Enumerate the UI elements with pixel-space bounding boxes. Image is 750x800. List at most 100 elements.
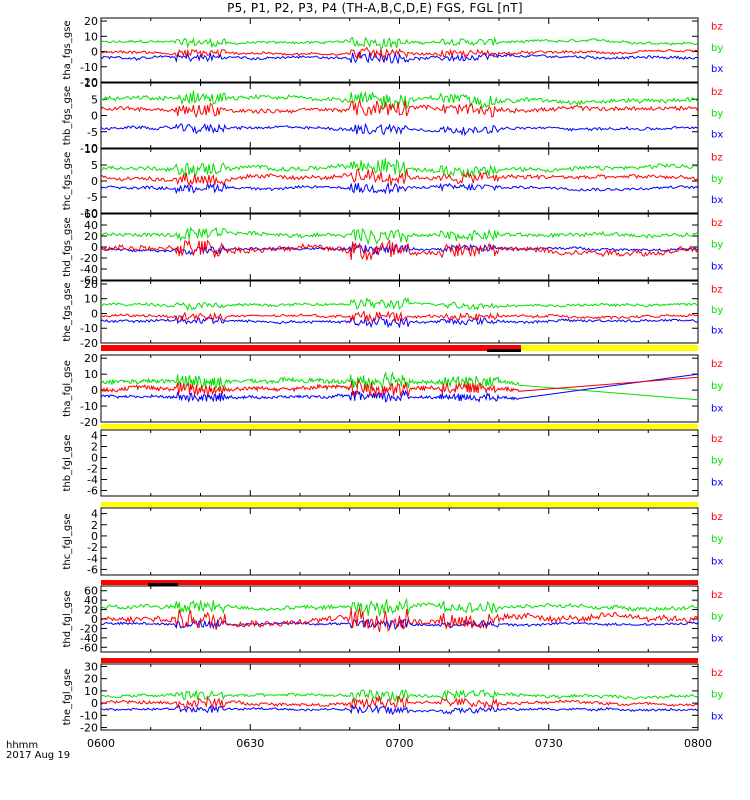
y-tick-label: -10 <box>80 142 98 155</box>
legend-bz: bz <box>711 668 723 679</box>
panel-frame <box>100 429 699 497</box>
y-tick-label: -4 <box>87 552 98 565</box>
y-tick-label: 10 <box>84 77 98 90</box>
status-flag-bar <box>101 345 521 351</box>
legend-by: by <box>711 456 723 467</box>
y-tick-label: -10 <box>80 207 98 220</box>
y-tick-label: -20 <box>80 722 98 735</box>
y-tick-label: 5 <box>91 93 98 106</box>
panel-y-label: thc_fgs_gse <box>62 152 73 211</box>
status-flag-marker <box>487 349 521 352</box>
y-tick-label: 0 <box>91 452 98 465</box>
panel-frame <box>100 82 699 149</box>
series-line-by <box>100 597 699 616</box>
y-tick-label: 20 <box>84 230 98 243</box>
legend-by: by <box>711 43 723 54</box>
legend-by: by <box>711 381 723 392</box>
y-tick-label: 20 <box>84 15 98 28</box>
series-line-bz <box>100 46 699 61</box>
legend-bx: bx <box>711 556 723 567</box>
y-tick-label: -40 <box>80 632 98 645</box>
panel-frame <box>100 507 699 576</box>
y-tick-label: 5 <box>91 159 98 172</box>
y-tick-label: -10 <box>80 400 98 413</box>
legend-bx: bx <box>711 195 723 206</box>
legend-bz: bz <box>711 359 723 370</box>
y-tick-label: 2 <box>91 441 98 454</box>
series-line-by <box>100 90 699 110</box>
series-line-by <box>100 371 699 401</box>
panel-frame <box>100 280 699 344</box>
y-tick-label: 10 <box>84 293 98 306</box>
status-flag-bar <box>101 502 698 507</box>
status-flag-bar <box>101 658 698 663</box>
y-tick-label: 0 <box>91 384 98 397</box>
series-line-by <box>100 36 699 50</box>
y-tick-label: -4 <box>87 474 98 487</box>
y-tick-label: 4 <box>91 508 98 521</box>
series-line-by <box>100 688 699 704</box>
y-tick-label: -5 <box>87 126 98 139</box>
legend-bx: bx <box>711 64 723 75</box>
legend-bz: bz <box>711 512 723 523</box>
x-tick-label: 0800 <box>684 737 712 750</box>
x-tick-label: 0600 <box>87 737 115 750</box>
legend-bx: bx <box>711 711 723 722</box>
y-tick-label: 40 <box>84 594 98 607</box>
y-tick-label: -2 <box>87 541 98 554</box>
series-line-bz <box>100 239 699 261</box>
legend-bx: bx <box>711 403 723 414</box>
legend-bx: bx <box>711 261 723 272</box>
series-line-bx <box>100 242 699 256</box>
series-line-bx <box>100 618 699 631</box>
panel-y-label: thc_fgl_gse <box>62 513 73 569</box>
legend-bz: bz <box>711 218 723 229</box>
panel-y-label: tha_fgl_gse <box>62 360 73 417</box>
y-tick-label: -10 <box>80 709 98 722</box>
status-flag-marker <box>148 583 178 586</box>
y-tick-label: 10 <box>84 368 98 381</box>
series-line-bx <box>100 50 699 64</box>
panel-y-label: tha_fgs_gse <box>62 20 73 79</box>
legend-by: by <box>711 108 723 119</box>
series-line-bz <box>100 607 699 633</box>
legend-by: by <box>711 612 723 623</box>
y-tick-label: 30 <box>84 660 98 673</box>
time-format-label: hhmm <box>6 740 39 751</box>
y-tick-label: 0 <box>91 613 98 626</box>
series-line-bz <box>100 309 699 323</box>
legend-bz: bz <box>711 153 723 164</box>
legend-by: by <box>711 305 723 316</box>
panel-y-label: the_fgl_gse <box>62 669 73 726</box>
chart-title: P5, P1, P2, P3, P4 (TH-A,B,C,D,E) FGS, F… <box>227 1 523 15</box>
y-tick-label: -40 <box>80 263 98 276</box>
legend-bz: bz <box>711 590 723 601</box>
y-tick-label: 10 <box>84 143 98 156</box>
y-tick-label: 60 <box>84 208 98 221</box>
y-tick-label: 0 <box>91 697 98 710</box>
status-flag-bar <box>101 580 698 585</box>
y-tick-label: -10 <box>80 61 98 74</box>
legend-bz: bz <box>711 434 723 445</box>
y-tick-label: -20 <box>80 252 98 265</box>
legend-bx: bx <box>711 130 723 141</box>
panel-y-label: thb_fgs_gse <box>62 86 73 145</box>
y-tick-label: -5 <box>87 191 98 204</box>
y-tick-label: 10 <box>84 30 98 43</box>
series-line-bx <box>100 704 699 716</box>
y-tick-label: 0 <box>91 46 98 59</box>
status-flag-bar <box>521 345 698 351</box>
y-tick-label: -6 <box>87 485 98 498</box>
y-tick-label: 20 <box>84 673 98 686</box>
y-tick-label: 0 <box>91 530 98 543</box>
y-tick-label: -20 <box>80 76 98 89</box>
panel-y-label: thd_fgs_gse <box>62 217 73 276</box>
y-tick-label: -20 <box>80 416 98 429</box>
x-tick-label: 0630 <box>236 737 264 750</box>
y-tick-label: 20 <box>84 352 98 365</box>
legend-by: by <box>711 240 723 251</box>
x-tick-label: 0730 <box>535 737 563 750</box>
x-tick-label: 0700 <box>386 737 414 750</box>
legend-by: by <box>711 690 723 701</box>
